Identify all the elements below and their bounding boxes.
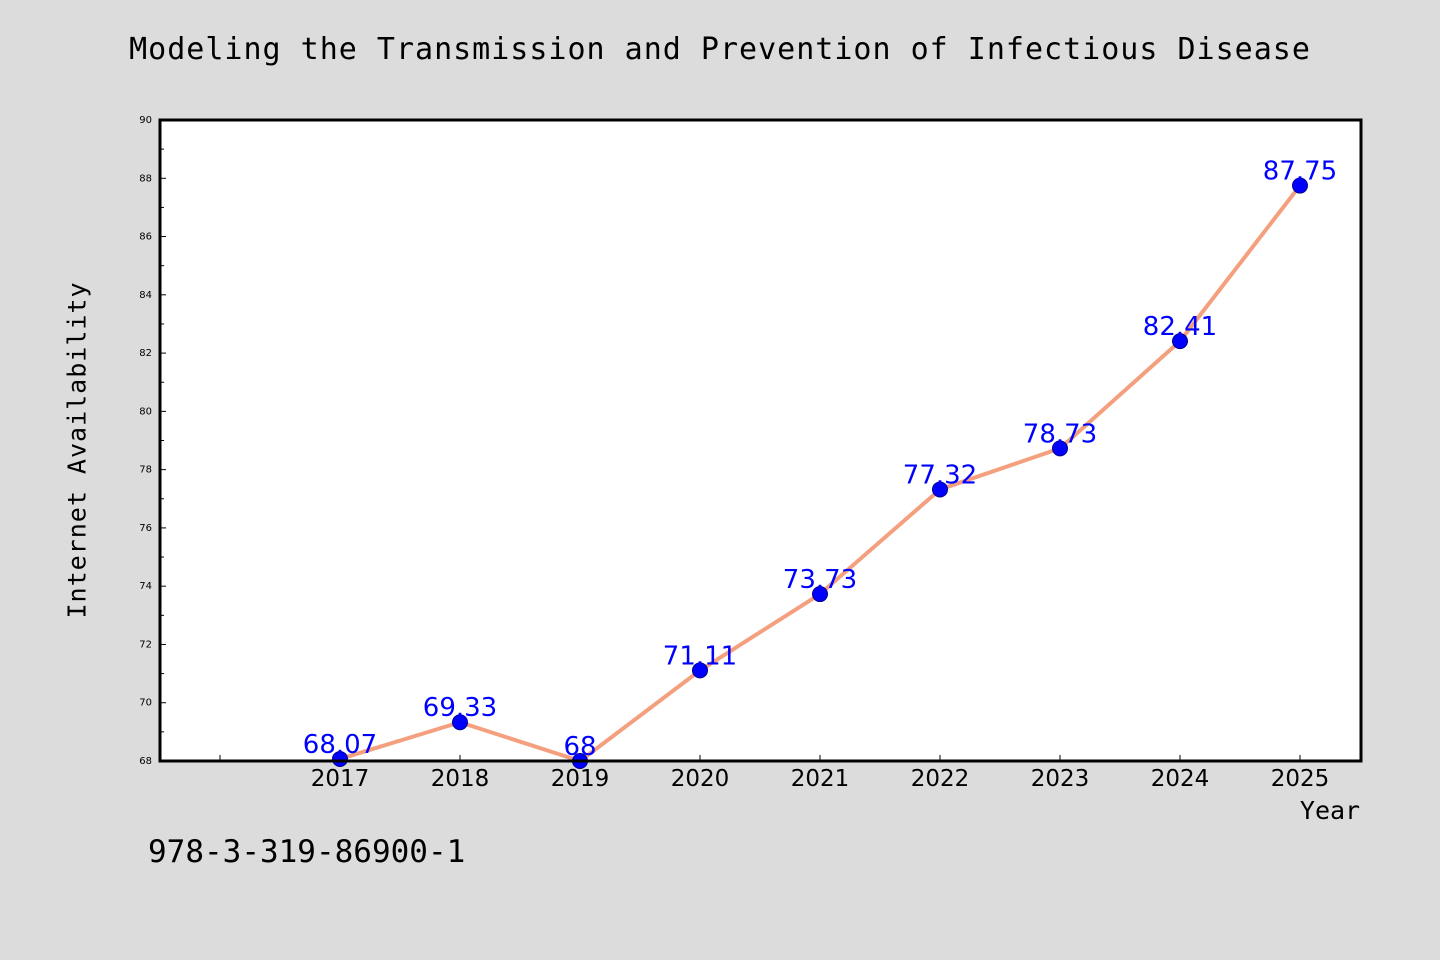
data-point xyxy=(932,481,948,498)
data-point xyxy=(692,662,708,679)
data-label: 87.75 xyxy=(1263,157,1337,187)
data-point xyxy=(1292,177,1308,194)
data-point xyxy=(452,714,468,731)
x-axis-label: Year xyxy=(1299,796,1361,825)
x-tick-label: 2020 xyxy=(671,766,730,792)
x-tick-label: 2022 xyxy=(911,766,970,792)
x-tick-label: 2024 xyxy=(1151,766,1210,792)
plot-frame xyxy=(158,118,1363,763)
y-tick-label: 86 xyxy=(139,232,152,243)
data-point xyxy=(332,750,348,767)
data-point xyxy=(1052,440,1068,457)
data-label: 71.11 xyxy=(663,641,737,671)
x-tick-label: 2017 xyxy=(311,766,370,792)
x-tick-label: 2023 xyxy=(1031,766,1090,792)
y-tick-label: 88 xyxy=(139,173,152,184)
x-axis-ticks: 2017 2018 2019 2020 2021 2022 2023 2024 2025 xyxy=(219,755,1330,792)
plot-area xyxy=(160,120,1361,761)
y-tick-label: 72 xyxy=(139,639,152,650)
y-tick-label: 84 xyxy=(139,290,152,301)
data-label: 77.32 xyxy=(903,460,977,490)
isbn-text: 978-3-319-86900-1 xyxy=(148,834,466,870)
y-axis-label: Internet Availability xyxy=(62,281,92,619)
y-tick-label: 70 xyxy=(139,698,152,709)
data-label: 68 xyxy=(563,732,596,762)
data-point xyxy=(1172,333,1188,350)
y-tick-label: 68 xyxy=(139,756,152,767)
y-tick-label: 78 xyxy=(139,465,152,476)
chart-title: Modeling the Transmission and Prevention… xyxy=(129,32,1311,67)
series-group: 68.07 69.33 68 71.11 73.73 77.32 78.73 82.41 87.… xyxy=(303,157,1337,769)
data-label: 73.73 xyxy=(783,565,857,595)
data-point xyxy=(812,586,828,603)
y-tick-label: 82 xyxy=(139,348,152,359)
x-tick-label: 2019 xyxy=(551,766,610,792)
x-tick-label: 2025 xyxy=(1271,766,1330,792)
y-tick-label: 74 xyxy=(139,581,152,592)
data-label: 69.33 xyxy=(423,693,497,723)
x-tick-label: 2021 xyxy=(791,766,850,792)
data-label: 82.41 xyxy=(1143,312,1217,342)
x-tick-label: 2018 xyxy=(431,766,490,792)
y-tick-label: 80 xyxy=(139,406,152,417)
data-label: 68.07 xyxy=(303,730,377,760)
y-tick-label: 76 xyxy=(139,523,152,534)
data-label: 78.73 xyxy=(1023,419,1097,449)
y-tick-label: 90 xyxy=(139,115,152,126)
